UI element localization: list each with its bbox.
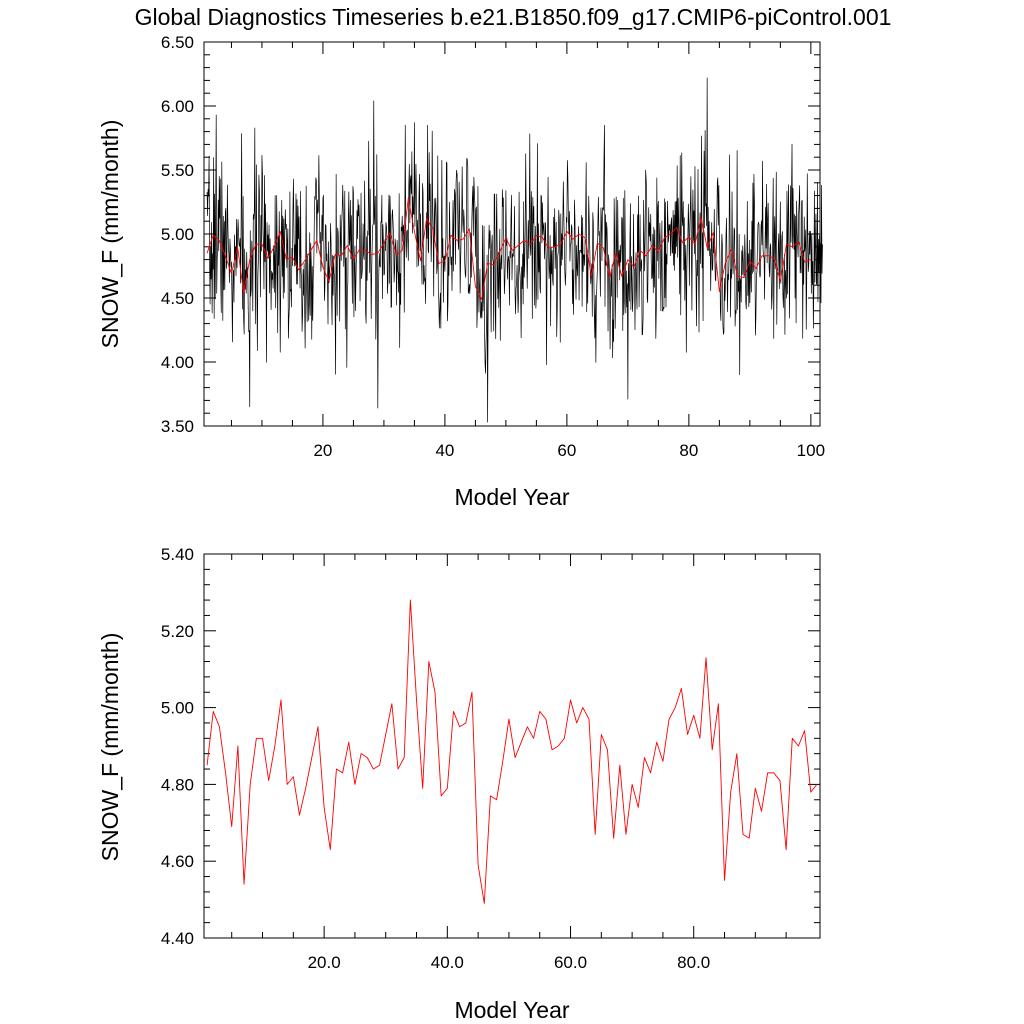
top-y-tick-label: 4.50 xyxy=(161,289,194,308)
top-x-tick-label: 80 xyxy=(679,441,698,460)
top-x-tick-label: 20 xyxy=(313,441,332,460)
bottom-tick-labels: 4.40 4.60 4.80 5.00 5.20 5.40 20.0 40.0 60.0 80.0 xyxy=(161,545,710,972)
bottom-y-tick-label: 5.20 xyxy=(161,622,194,641)
bottom-plot-frame xyxy=(203,553,821,939)
bottom-y-tick-label: 5.00 xyxy=(161,699,194,718)
top-y-tick-label: 5.00 xyxy=(161,225,194,244)
bottom-x-tick-label: 40.0 xyxy=(431,953,464,972)
top-y-tick-label: 6.50 xyxy=(161,33,194,52)
bottom-y-axis-label: SNOW_F (mm/month) xyxy=(97,633,123,862)
top-y-tick-label: 3.50 xyxy=(161,417,194,436)
top-series xyxy=(206,77,823,423)
figure-title: Global Diagnostics Timeseries b.e21.B185… xyxy=(135,4,892,30)
bottom-x-axis-label: Model Year xyxy=(454,997,569,1023)
top-x-tick-label: 60 xyxy=(557,441,576,460)
top-y-tick-label: 6.00 xyxy=(161,97,194,116)
top-series-monthly-line xyxy=(206,77,823,423)
top-x-tick-label: 40 xyxy=(435,441,454,460)
bottom-x-tick-label: 20.0 xyxy=(308,953,341,972)
bottom-series-annual-mean-line xyxy=(206,599,818,904)
bottom-x-tick-label: 80.0 xyxy=(677,953,710,972)
bottom-panel: 4.40 4.60 4.80 5.00 5.20 5.40 20.0 40.0 60.0 80.0… xyxy=(97,545,821,1023)
bottom-y-tick-label: 4.80 xyxy=(161,775,194,794)
bottom-series xyxy=(206,599,818,904)
top-tick-labels: 3.50 4.00 4.50 5.00 5.50 6.00 6.50 20 40 60 80 100 xyxy=(161,33,825,460)
bottom-y-tick-label: 5.40 xyxy=(161,545,194,564)
top-y-axis-label: SNOW_F (mm/month) xyxy=(97,120,123,349)
top-x-axis-label: Model Year xyxy=(454,484,569,510)
top-series-annual-mean-line xyxy=(206,197,812,300)
top-y-tick-label: 5.50 xyxy=(161,161,194,180)
bottom-y-tick-label: 4.60 xyxy=(161,852,194,871)
bottom-y-tick-label: 4.40 xyxy=(161,929,194,948)
top-x-tick-label: 100 xyxy=(797,441,825,460)
top-y-tick-label: 4.00 xyxy=(161,353,194,372)
bottom-x-tick-label: 60.0 xyxy=(554,953,587,972)
